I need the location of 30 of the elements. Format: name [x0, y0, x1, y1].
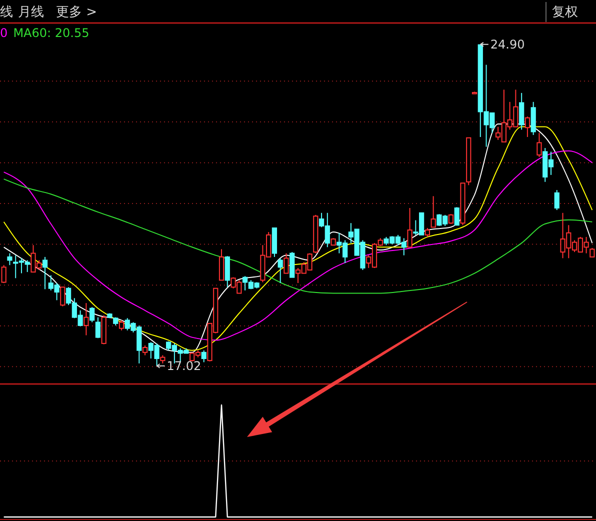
text: 0 [0, 26, 8, 40]
candlestick [7, 252, 12, 266]
annotation: 17.02 [166, 358, 202, 373]
candlestick [407, 207, 412, 248]
candlestick [84, 302, 89, 336]
candlestick [278, 258, 283, 284]
candlestick [95, 316, 101, 339]
candlestick [519, 92, 524, 130]
text: 月线 [18, 5, 44, 20]
candlestick [218, 248, 224, 281]
candlestick [524, 116, 530, 138]
candlestick [454, 206, 460, 226]
candlestick [224, 256, 230, 288]
candlestick [554, 190, 560, 211]
annotation: 24.90 [490, 37, 525, 52]
candlestick [90, 306, 95, 323]
candlestick [536, 132, 542, 158]
text: 复权 [552, 5, 578, 20]
candlestick [118, 320, 124, 331]
candlestick [1, 264, 6, 284]
candlestick [448, 214, 454, 224]
candlestick [201, 350, 206, 363]
candlestick [60, 286, 66, 307]
candlestick [284, 252, 289, 274]
text: 更多 > [56, 5, 98, 20]
candlestick [430, 196, 436, 228]
text: MA60: 20.55 [13, 26, 90, 40]
candlestick [142, 344, 148, 356]
candlestick [42, 256, 48, 290]
text: 线 [0, 5, 13, 20]
